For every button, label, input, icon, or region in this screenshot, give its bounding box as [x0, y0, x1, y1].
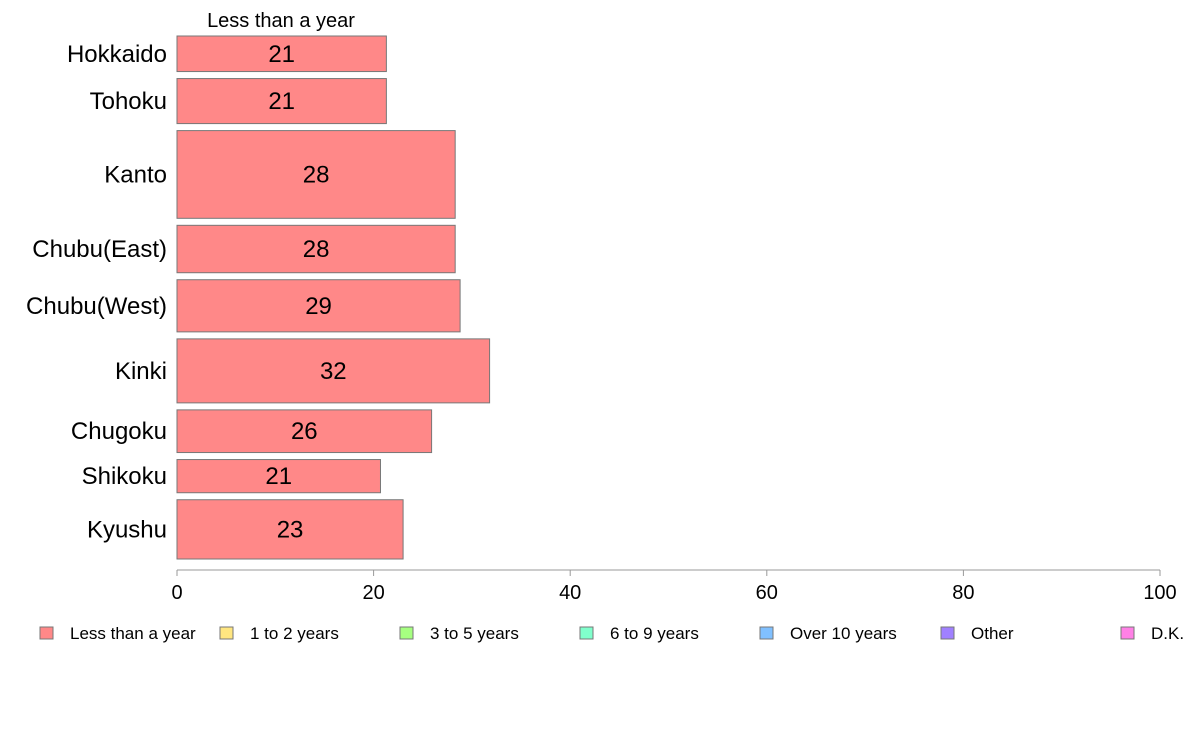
bar [176, 78, 387, 125]
bar [176, 409, 433, 454]
data-label: 21 [265, 463, 292, 490]
legend-label: D.K. [1151, 624, 1184, 643]
legend-label: 1 to 2 years [250, 624, 339, 643]
data-label: 21 [268, 88, 295, 115]
legend-swatch [399, 626, 414, 640]
legend: Less than a year 1 to 2 years 3 to 5 years… [39, 624, 1184, 643]
x-tick-label: 100 [1143, 582, 1176, 604]
bar [176, 338, 491, 404]
category-label: Hokkaido [67, 41, 167, 68]
category-label: Kyushu [87, 516, 167, 543]
category-label: Chugoku [71, 418, 167, 445]
x-tick-label: 40 [559, 582, 581, 604]
legend-swatch [940, 626, 955, 640]
legend-swatch [39, 626, 54, 640]
legend-label: 6 to 9 years [610, 624, 699, 643]
bar [176, 459, 381, 494]
category-label: Shikoku [82, 463, 167, 490]
legend-label: 3 to 5 years [430, 624, 519, 643]
x-tick-label: 80 [952, 582, 974, 604]
data-label: 28 [303, 236, 330, 263]
x-axis: 0 20 40 60 80 100 [171, 569, 1177, 604]
bar [176, 224, 456, 274]
legend-swatch [759, 626, 774, 640]
category-label: Chubu(West) [26, 293, 167, 320]
bar [176, 499, 404, 560]
data-label: 21 [268, 41, 295, 68]
category-label: Chubu(East) [32, 236, 167, 263]
category-label: Kanto [104, 161, 167, 188]
x-tick-label: 0 [171, 582, 182, 604]
legend-swatch [579, 626, 594, 640]
legend-label: Other [971, 624, 1014, 643]
bar [176, 279, 461, 333]
legend-swatch [219, 626, 234, 640]
bar [176, 35, 387, 73]
legend-label: Less than a year [70, 624, 196, 643]
category-label: Tohoku [90, 88, 167, 115]
legend-swatch [1120, 626, 1135, 640]
category-label: Kinki [115, 358, 167, 385]
data-label: 26 [291, 418, 318, 445]
bars-group: Hokkaido 21 Tohoku 21 Kanto 28 Chubu(East) 28 Ch… [26, 35, 491, 560]
data-label: 29 [305, 293, 332, 320]
data-label: 32 [320, 358, 347, 385]
x-tick-label: 20 [362, 582, 384, 604]
data-label: 23 [277, 516, 304, 543]
data-label: 28 [303, 161, 330, 188]
x-tick-label: 60 [756, 582, 778, 604]
bar [176, 130, 456, 219]
series-header: Less than a year [207, 10, 355, 32]
legend-label: Over 10 years [790, 624, 897, 643]
